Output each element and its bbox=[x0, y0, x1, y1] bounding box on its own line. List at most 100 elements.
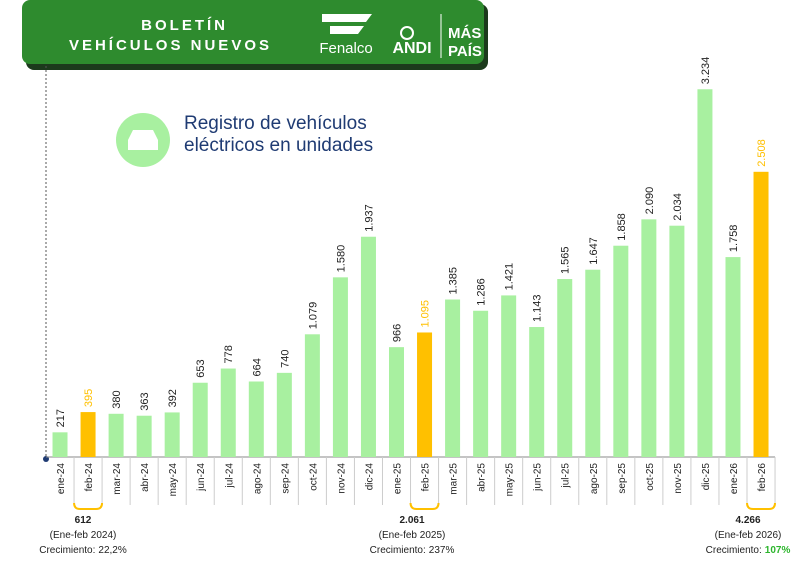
value-label: 3.234 bbox=[700, 57, 712, 85]
bar bbox=[613, 245, 629, 457]
x-tick-label: mar-24 bbox=[112, 463, 123, 495]
bracket bbox=[746, 502, 777, 510]
growth-label: Crecimiento: bbox=[706, 545, 762, 556]
bar bbox=[108, 413, 124, 457]
x-tick-label: feb-26 bbox=[757, 463, 768, 492]
value-label: 664 bbox=[251, 358, 263, 376]
value-label: 363 bbox=[139, 392, 151, 410]
x-tick-label: ago-24 bbox=[252, 463, 263, 495]
bar bbox=[529, 327, 545, 457]
summary-growth: Crecimiento: 22,2% bbox=[39, 545, 127, 556]
value-label: 217 bbox=[55, 409, 67, 427]
x-tick-label: dic-24 bbox=[364, 463, 375, 491]
x-tick-label: oct-25 bbox=[645, 463, 656, 491]
chart-title: Registro de vehículos bbox=[184, 113, 367, 134]
value-label: 653 bbox=[195, 359, 207, 377]
bar bbox=[332, 277, 348, 457]
summary-period: (Ene-feb 2026) bbox=[715, 530, 782, 541]
value-label: 1.858 bbox=[616, 213, 628, 241]
logo: ANDI bbox=[392, 40, 431, 57]
x-tick-label: feb-24 bbox=[84, 463, 95, 492]
growth-label: Crecimiento: bbox=[370, 545, 426, 556]
logo: Fenalco bbox=[319, 40, 372, 57]
value-label: 2.034 bbox=[672, 193, 684, 221]
bar bbox=[585, 269, 601, 457]
bar bbox=[220, 368, 236, 457]
bracket bbox=[409, 502, 440, 510]
x-tick-label: oct-24 bbox=[308, 463, 319, 491]
x-tick-label: ene-25 bbox=[393, 463, 404, 495]
x-tick-label: ene-26 bbox=[729, 463, 740, 495]
value-label: 392 bbox=[167, 389, 179, 407]
bar bbox=[669, 225, 685, 457]
bar bbox=[641, 219, 657, 457]
growth-value: 107% bbox=[765, 545, 791, 556]
value-label: 1.565 bbox=[560, 247, 572, 275]
bar bbox=[753, 171, 769, 457]
header-title: VEHÍCULOS NUEVOS bbox=[69, 37, 272, 54]
summary-growth: Crecimiento: 237% bbox=[370, 545, 455, 556]
value-label: 966 bbox=[392, 324, 404, 342]
bar bbox=[276, 372, 292, 457]
andi-icon bbox=[400, 26, 414, 40]
x-tick-label: sep-24 bbox=[280, 463, 291, 494]
value-label: 1.385 bbox=[448, 267, 460, 295]
growth-value: 22,2% bbox=[98, 545, 126, 556]
bar bbox=[136, 415, 152, 457]
bar bbox=[445, 299, 461, 457]
x-tick-label: sep-25 bbox=[617, 463, 628, 494]
chart-title: eléctricos en unidades bbox=[184, 135, 373, 156]
x-tick-label: jul-25 bbox=[561, 463, 572, 489]
x-tick-label: nov-24 bbox=[336, 463, 347, 494]
bar bbox=[697, 89, 713, 458]
value-label: 1.937 bbox=[363, 204, 375, 232]
value-label: 1.758 bbox=[728, 225, 740, 253]
value-label: 395 bbox=[83, 389, 95, 407]
value-label: 740 bbox=[279, 349, 291, 367]
x-tick-label: may-25 bbox=[505, 463, 516, 497]
fenalco-icon bbox=[322, 14, 372, 34]
summary-period: (Ene-feb 2024) bbox=[50, 530, 117, 541]
bar bbox=[501, 295, 517, 457]
bar bbox=[360, 236, 376, 457]
x-tick-label: may-24 bbox=[168, 463, 179, 497]
bar bbox=[52, 432, 68, 457]
bar bbox=[304, 334, 320, 457]
value-label: 1.079 bbox=[307, 302, 319, 330]
header-title: BOLETÍN bbox=[141, 17, 228, 34]
value-label: 1.286 bbox=[476, 278, 488, 306]
value-label: 778 bbox=[223, 345, 235, 363]
x-tick-label: nov-25 bbox=[673, 463, 684, 494]
bar bbox=[80, 412, 96, 457]
x-tick-label: feb-25 bbox=[421, 463, 432, 492]
value-label: 1.421 bbox=[504, 263, 516, 291]
summary-total: 2.061 bbox=[399, 515, 424, 526]
bar bbox=[557, 279, 573, 457]
bar bbox=[164, 412, 180, 457]
growth-label: Crecimiento: bbox=[39, 545, 95, 556]
value-label: 1.095 bbox=[420, 300, 432, 328]
x-tick-label: ene-24 bbox=[56, 463, 67, 495]
value-label: 2.090 bbox=[644, 187, 656, 215]
value-label: 1.580 bbox=[335, 245, 347, 273]
x-tick-label: jul-24 bbox=[224, 463, 235, 489]
ev-icon-car bbox=[128, 130, 158, 150]
bar bbox=[417, 332, 433, 457]
bar bbox=[248, 381, 264, 457]
bar bbox=[192, 382, 208, 457]
x-tick-label: jun-25 bbox=[533, 463, 544, 492]
value-label: 2.508 bbox=[756, 139, 768, 167]
bracket bbox=[73, 502, 104, 510]
logo: MÁS bbox=[448, 25, 481, 42]
summary-period: (Ene-feb 2025) bbox=[379, 530, 446, 541]
summary-total: 4.266 bbox=[735, 515, 760, 526]
x-tick-label: dic-25 bbox=[701, 463, 712, 491]
growth-value: 237% bbox=[429, 545, 455, 556]
bar bbox=[725, 257, 741, 457]
x-tick-label: abr-25 bbox=[477, 463, 488, 492]
logo: PAÍS bbox=[448, 43, 482, 60]
x-tick-label: ago-25 bbox=[589, 463, 600, 495]
value-label: 1.647 bbox=[588, 237, 600, 265]
